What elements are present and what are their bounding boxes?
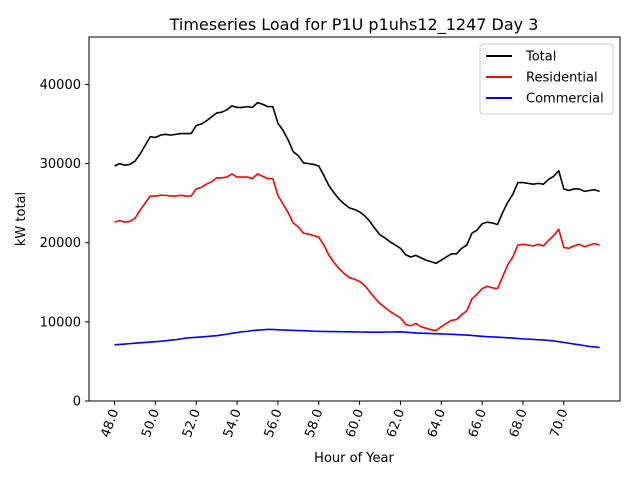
legend-box: [479, 43, 614, 115]
y-tick-label: 30000: [40, 157, 81, 172]
chart-title: Timeseries Load for P1U p1uhs12_1247 Day…: [169, 15, 539, 35]
y-axis-label: kW total: [14, 192, 29, 246]
x-axis-label: Hour of Year: [314, 451, 394, 466]
y-tick-label: 10000: [40, 315, 81, 330]
axes-border: [88, 36, 621, 402]
y-axis-ticks: 0 10000 20000 30000 40000: [40, 78, 89, 410]
series-line-commercial: [114, 328, 600, 349]
series-line-residential: [114, 173, 600, 332]
legend-label-commercial: Commercial: [526, 92, 604, 107]
legend-label-total: Total: [525, 50, 556, 65]
y-tick-label: 20000: [40, 236, 81, 251]
axes-frame: [88, 36, 621, 402]
series-lines: [114, 101, 600, 349]
series-line-total: [114, 101, 600, 265]
legend-label-residential: Residential: [526, 71, 598, 86]
y-tick-label: 0: [73, 395, 81, 410]
y-tick-label: 40000: [40, 78, 81, 93]
legend: Total Residential Commercial: [479, 43, 614, 115]
